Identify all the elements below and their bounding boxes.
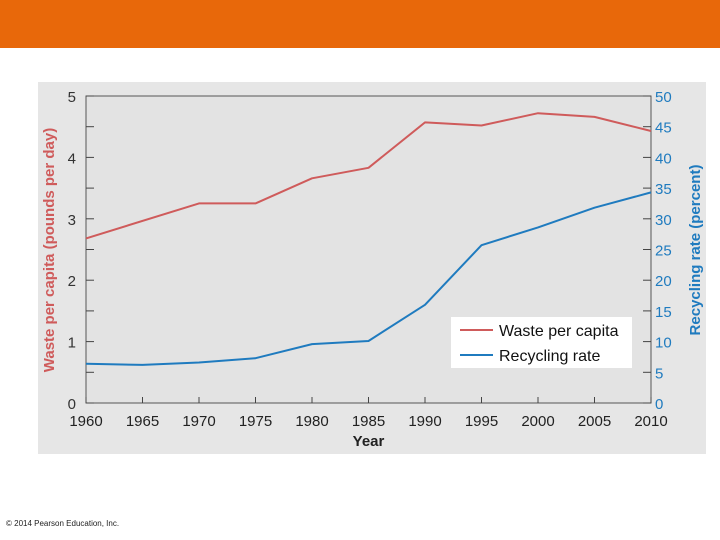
x-tick-label: 1990 bbox=[408, 413, 441, 430]
x-tick-label: 1995 bbox=[465, 413, 498, 430]
right-tick-label: 50 bbox=[655, 89, 672, 106]
legend: Waste per capita Recycling rate bbox=[451, 317, 632, 368]
left-tick-label: 1 bbox=[68, 335, 76, 352]
x-tick-label: 2000 bbox=[521, 413, 554, 430]
right-tick-label: 0 bbox=[655, 396, 663, 413]
right-tick-label: 40 bbox=[655, 150, 672, 167]
right-tick-label: 30 bbox=[655, 212, 672, 229]
x-tick-label: 1985 bbox=[352, 413, 385, 430]
copyright-notice: © 2014 Pearson Education, Inc. bbox=[6, 519, 120, 528]
left-tick-label: 0 bbox=[68, 396, 76, 413]
left-tick-label: 5 bbox=[68, 89, 76, 106]
right-tick-label: 15 bbox=[655, 304, 672, 321]
right-tick-label: 25 bbox=[655, 243, 672, 260]
right-tick-label: 10 bbox=[655, 335, 672, 352]
left-axis-label: Waste per capita (pounds per day) bbox=[41, 128, 58, 373]
legend-label-recycling: Recycling rate bbox=[499, 348, 600, 365]
right-axis-label: Recycling rate (percent) bbox=[687, 165, 704, 336]
series-line-recycling bbox=[85, 191, 652, 366]
x-axis-label: Year bbox=[353, 433, 385, 450]
left-tick-label: 3 bbox=[68, 212, 76, 229]
left-tick-label: 4 bbox=[68, 150, 76, 167]
right-tick-label: 20 bbox=[655, 273, 672, 290]
x-tick-label: 1975 bbox=[239, 413, 272, 430]
legend-label-waste: Waste per capita bbox=[499, 323, 619, 340]
x-tick-label: 1960 bbox=[69, 413, 102, 430]
right-tick-label: 35 bbox=[655, 181, 672, 198]
title-bar bbox=[0, 0, 720, 48]
x-tick-label: 1965 bbox=[126, 413, 159, 430]
right-tick-label: 45 bbox=[655, 120, 672, 137]
left-tick-label: 2 bbox=[68, 273, 76, 290]
right-tick-label: 5 bbox=[655, 365, 663, 382]
series-line-waste bbox=[85, 112, 652, 240]
x-tick-label: 2005 bbox=[578, 413, 611, 430]
x-tick-label: 1970 bbox=[182, 413, 215, 430]
x-tick-label: 1980 bbox=[295, 413, 328, 430]
x-tick-label: 2010 bbox=[634, 413, 667, 430]
legend-box bbox=[451, 317, 632, 368]
